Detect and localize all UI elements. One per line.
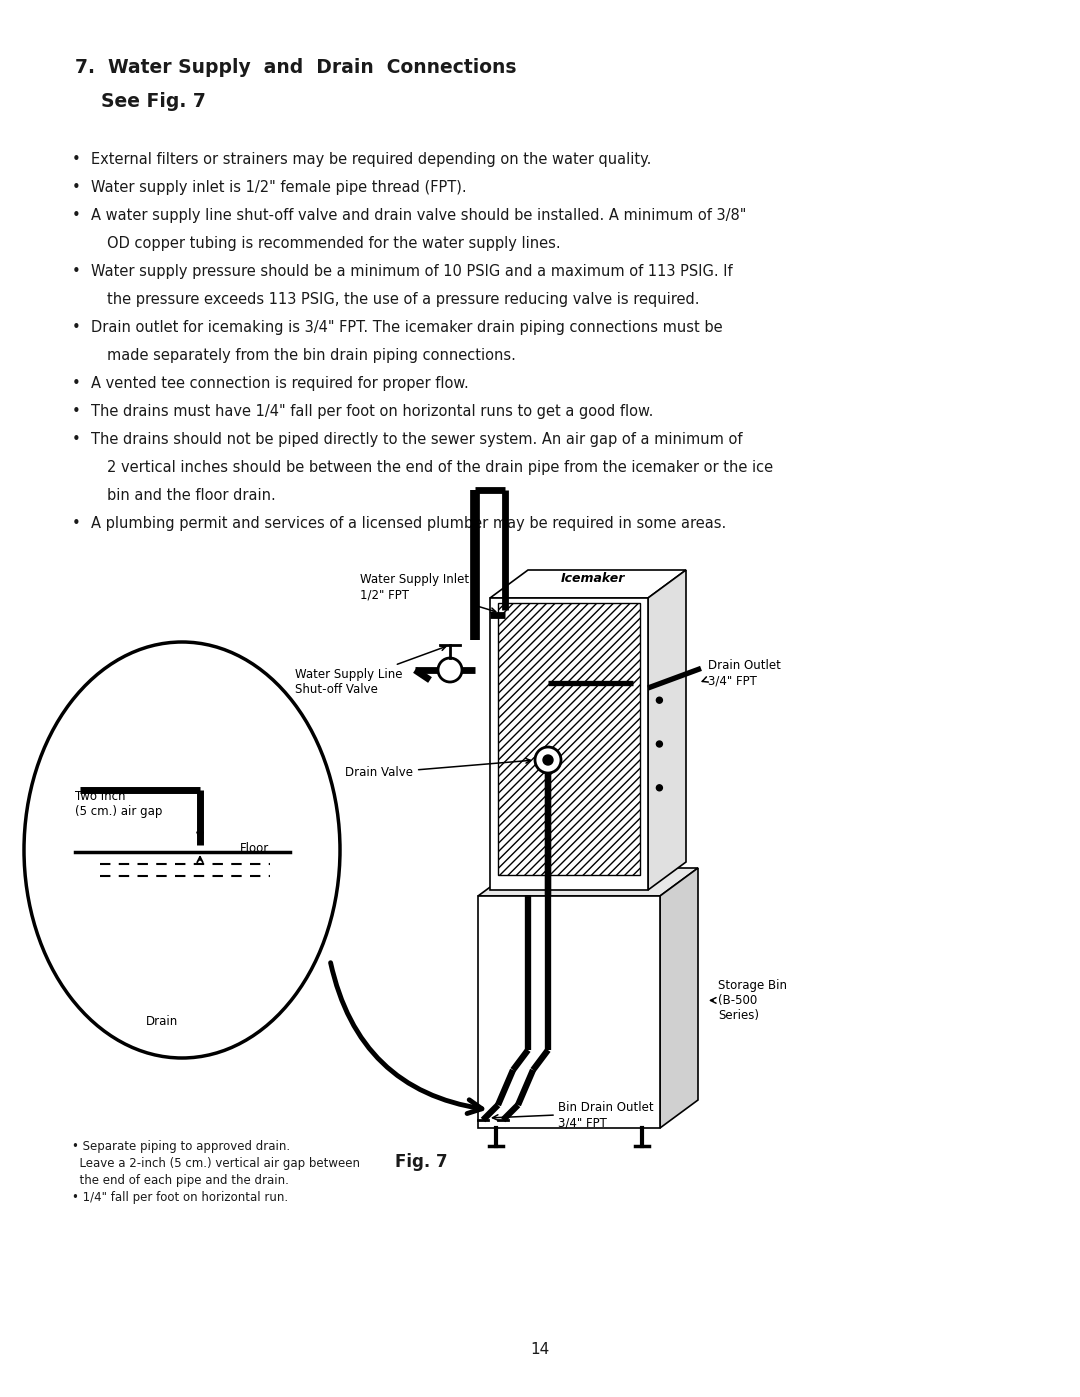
Text: made separately from the bin drain piping connections.: made separately from the bin drain pipin… (107, 348, 516, 363)
Text: •: • (72, 515, 81, 531)
Polygon shape (478, 895, 660, 1127)
Text: •: • (72, 320, 81, 335)
Text: •: • (72, 152, 81, 168)
Text: • 1/4" fall per foot on horizontal run.: • 1/4" fall per foot on horizontal run. (72, 1192, 288, 1204)
Text: •: • (72, 180, 81, 196)
Text: Drain Outlet
3/4" FPT: Drain Outlet 3/4" FPT (708, 659, 781, 687)
Text: A vented tee connection is required for proper flow.: A vented tee connection is required for … (91, 376, 469, 391)
Text: Fig. 7: Fig. 7 (395, 1153, 447, 1171)
Text: Drain outlet for icemaking is 3/4" FPT. The icemaker drain piping connections mu: Drain outlet for icemaking is 3/4" FPT. … (91, 320, 723, 335)
Text: the end of each pipe and the drain.: the end of each pipe and the drain. (72, 1173, 288, 1187)
Text: •: • (72, 376, 81, 391)
Text: OD copper tubing is recommended for the water supply lines.: OD copper tubing is recommended for the … (107, 236, 561, 251)
Polygon shape (660, 868, 698, 1127)
Text: bin and the floor drain.: bin and the floor drain. (107, 488, 275, 503)
Text: 2 vertical inches should be between the end of the drain pipe from the icemaker : 2 vertical inches should be between the … (107, 460, 773, 475)
Text: •: • (72, 208, 81, 224)
Bar (498, 604, 640, 875)
Text: the pressure exceeds 113 PSIG, the use of a pressure reducing valve is required.: the pressure exceeds 113 PSIG, the use o… (107, 292, 700, 307)
Circle shape (543, 754, 553, 766)
Text: External filters or strainers may be required depending on the water quality.: External filters or strainers may be req… (91, 152, 651, 168)
Text: Leave a 2-inch (5 cm.) vertical air gap between: Leave a 2-inch (5 cm.) vertical air gap … (72, 1157, 360, 1171)
Circle shape (535, 747, 561, 773)
Text: Drain: Drain (146, 1016, 178, 1028)
Text: 7.  Water Supply  and  Drain  Connections: 7. Water Supply and Drain Connections (75, 59, 516, 77)
Text: •: • (72, 404, 81, 419)
Text: Floor: Floor (240, 842, 269, 855)
Ellipse shape (24, 643, 340, 1058)
Text: Icemaker: Icemaker (561, 573, 625, 585)
Text: Water supply inlet is 1/2" female pipe thread (FPT).: Water supply inlet is 1/2" female pipe t… (91, 180, 467, 196)
Text: Water supply pressure should be a minimum of 10 PSIG and a maximum of 113 PSIG. : Water supply pressure should be a minimu… (91, 264, 732, 279)
Text: A plumbing permit and services of a licensed plumber may be required in some are: A plumbing permit and services of a lice… (91, 515, 726, 531)
Text: •: • (72, 432, 81, 447)
Polygon shape (490, 570, 686, 598)
Polygon shape (478, 868, 698, 895)
Text: Drain Valve: Drain Valve (345, 759, 530, 780)
Text: See Fig. 7: See Fig. 7 (75, 92, 206, 110)
Polygon shape (490, 598, 648, 890)
Circle shape (657, 785, 662, 791)
Polygon shape (648, 570, 686, 890)
Text: Water Supply Line
Shut-off Valve: Water Supply Line Shut-off Valve (295, 645, 446, 696)
Text: Two inch
(5 cm.) air gap: Two inch (5 cm.) air gap (75, 789, 162, 819)
Circle shape (657, 697, 662, 703)
Text: Water Supply Inlet
1/2" FPT: Water Supply Inlet 1/2" FPT (360, 573, 496, 612)
FancyArrowPatch shape (330, 963, 482, 1113)
Text: •: • (72, 264, 81, 279)
Circle shape (438, 658, 462, 682)
Text: The drains must have 1/4" fall per foot on horizontal runs to get a good flow.: The drains must have 1/4" fall per foot … (91, 404, 653, 419)
Text: A water supply line shut-off valve and drain valve should be installed. A minimu: A water supply line shut-off valve and d… (91, 208, 746, 224)
Text: • Separate piping to approved drain.: • Separate piping to approved drain. (72, 1140, 291, 1153)
Text: Bin Drain Outlet
3/4" FPT: Bin Drain Outlet 3/4" FPT (558, 1101, 653, 1129)
Text: Storage Bin
(B-500
Series): Storage Bin (B-500 Series) (718, 979, 787, 1021)
Circle shape (657, 740, 662, 747)
Text: 14: 14 (530, 1343, 550, 1358)
Text: The drains should not be piped directly to the sewer system. An air gap of a min: The drains should not be piped directly … (91, 432, 743, 447)
